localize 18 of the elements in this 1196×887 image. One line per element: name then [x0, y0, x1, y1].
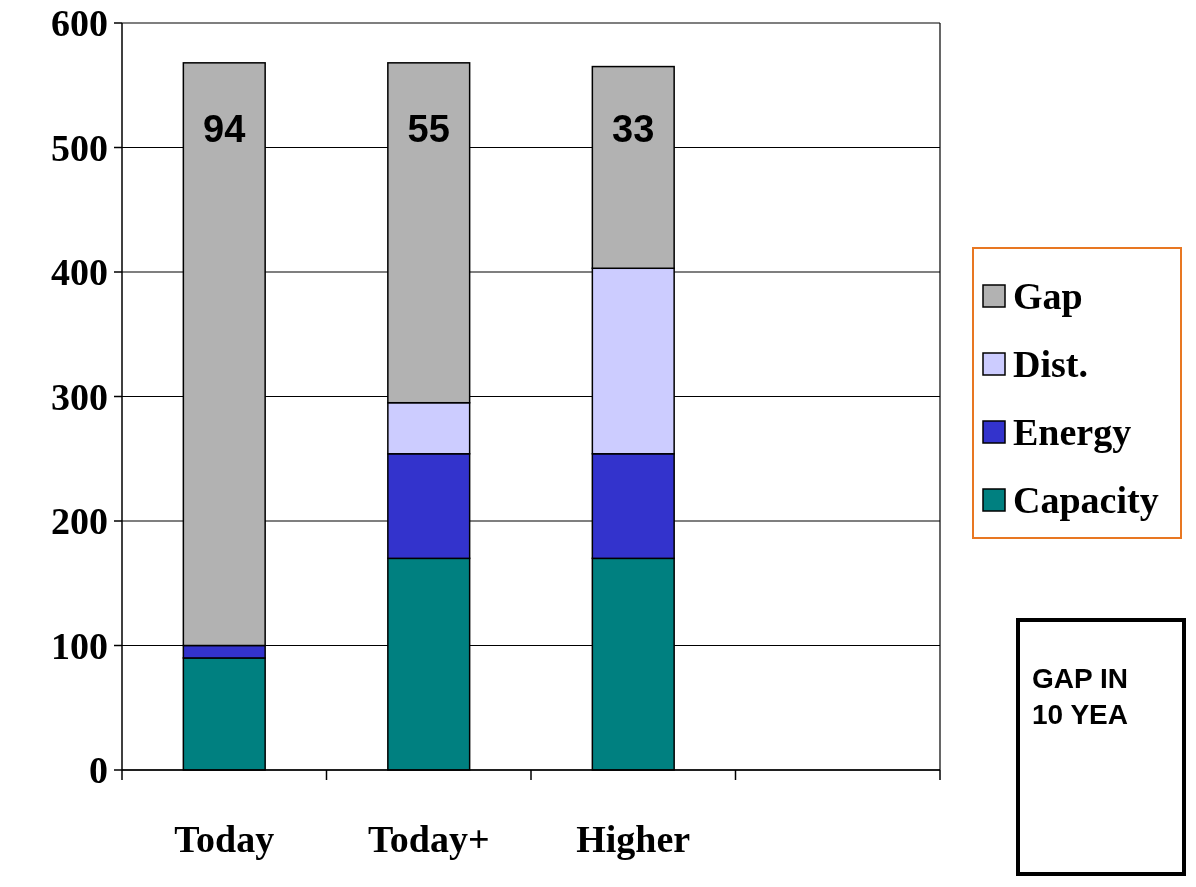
text: GAP IN 10 YEA: [1032, 663, 1128, 730]
annotation: 33: [612, 108, 655, 151]
legend-label: Gap: [1013, 275, 1083, 318]
y-tick-label: 100: [51, 624, 108, 667]
annotation: 55: [407, 108, 450, 151]
x-tick-label: Higher: [576, 818, 691, 860]
x-tick-label: Today+: [367, 818, 490, 860]
legend-label: Capacity: [1013, 479, 1159, 522]
y-tick-label: 500: [51, 126, 108, 169]
y-tick-label: 0: [89, 749, 108, 792]
y-tick-label: 400: [51, 251, 108, 294]
y-tick-label: 600: [51, 2, 108, 45]
legend-label: Energy: [1013, 411, 1132, 454]
annotation: 94: [203, 108, 246, 151]
y-tick-label: 200: [51, 500, 108, 543]
legend-label: Dist.: [1013, 343, 1088, 386]
x-tick-label: Today: [174, 818, 275, 860]
y-tick-label: 300: [51, 375, 108, 418]
